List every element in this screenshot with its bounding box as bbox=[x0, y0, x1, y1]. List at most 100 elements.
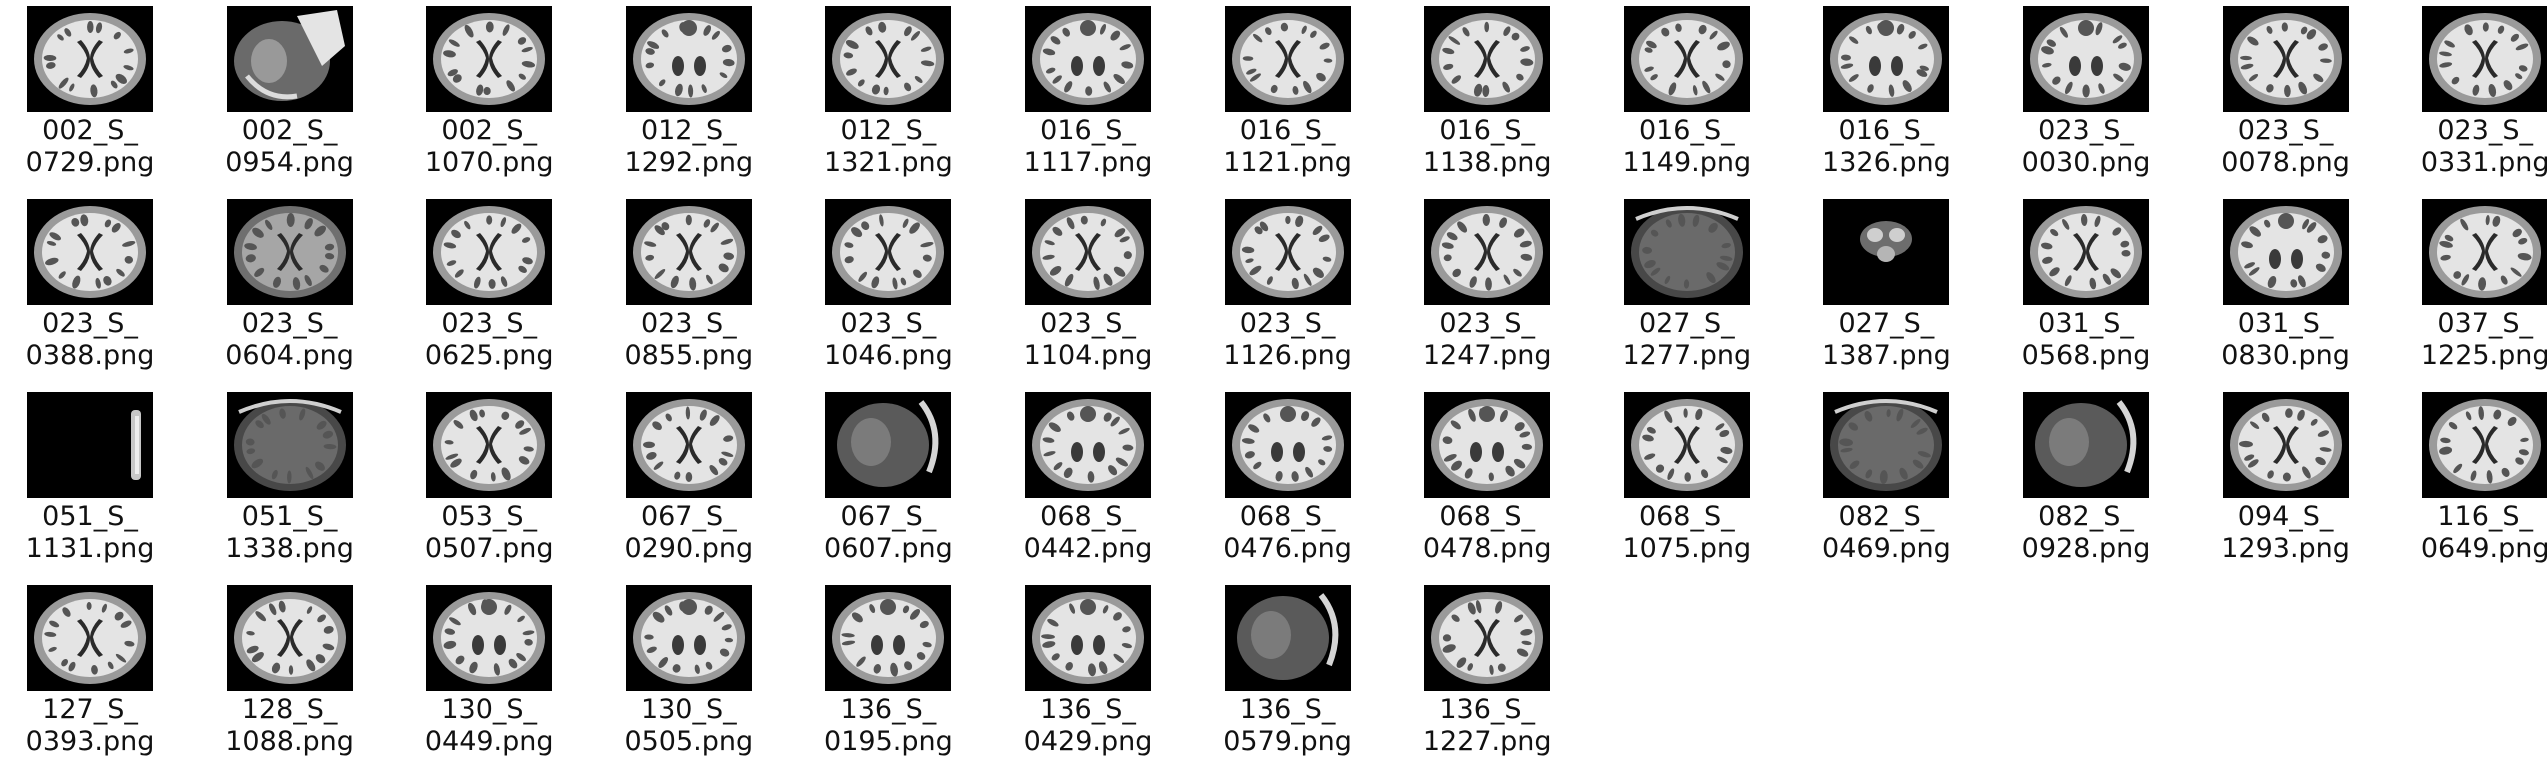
file-item[interactable]: 136_S_ 0579.png bbox=[1208, 579, 1368, 769]
file-name-label: 002_S_ 0729.png bbox=[26, 115, 155, 179]
file-item[interactable]: 053_S_ 0507.png bbox=[409, 386, 569, 576]
file-item[interactable]: 023_S_ 0604.png bbox=[210, 193, 370, 383]
file-name-line-2: 1117.png bbox=[1023, 147, 1153, 178]
file-item[interactable]: 067_S_ 0290.png bbox=[609, 386, 769, 576]
file-item[interactable]: 023_S_ 0078.png bbox=[2206, 0, 2366, 190]
file-item[interactable]: 067_S_ 0607.png bbox=[808, 386, 968, 576]
file-item[interactable]: 012_S_ 1292.png bbox=[609, 0, 769, 190]
file-name-line-2: 1104.png bbox=[1023, 340, 1153, 371]
file-item[interactable]: 023_S_ 1104.png bbox=[1008, 193, 1168, 383]
file-item[interactable]: 094_S_ 1293.png bbox=[2206, 386, 2366, 576]
file-thumbnail bbox=[1224, 392, 1351, 498]
brain-slice-image bbox=[1823, 199, 1950, 305]
file-item[interactable]: 023_S_ 1046.png bbox=[808, 193, 968, 383]
brain-slice-image bbox=[1424, 585, 1551, 691]
file-item[interactable]: 023_S_ 0388.png bbox=[10, 193, 170, 383]
file-name-line-1: 023_S_ bbox=[840, 308, 937, 339]
file-thumbnail bbox=[1025, 199, 1151, 305]
file-name-line-2: 1131.png bbox=[25, 533, 155, 564]
file-item[interactable]: 016_S_ 1121.png bbox=[1208, 0, 1368, 190]
file-item[interactable]: 027_S_ 1387.png bbox=[1806, 193, 1966, 383]
file-item[interactable]: 136_S_ 0195.png bbox=[808, 579, 968, 769]
brain-slice-image bbox=[1823, 392, 1950, 498]
file-thumbnail bbox=[426, 585, 553, 691]
file-thumbnail bbox=[1823, 392, 1950, 498]
file-item[interactable]: 023_S_ 0030.png bbox=[2006, 0, 2166, 190]
file-name-line-1: 002_S_ bbox=[42, 115, 138, 146]
file-name-line-2: 0469.png bbox=[1822, 533, 1951, 564]
file-item[interactable]: 031_S_ 0830.png bbox=[2206, 193, 2366, 383]
file-name-line-1: 094_S_ bbox=[2237, 501, 2334, 532]
file-item[interactable]: 016_S_ 1138.png bbox=[1407, 0, 1567, 190]
file-item[interactable]: 051_S_ 1131.png bbox=[10, 386, 170, 576]
file-item[interactable]: 016_S_ 1149.png bbox=[1607, 0, 1767, 190]
file-name-label: 023_S_ 1247.png bbox=[1423, 308, 1552, 372]
file-name-line-1: 067_S_ bbox=[640, 501, 737, 532]
file-item[interactable]: 023_S_ 1247.png bbox=[1407, 193, 1567, 383]
brain-slice-image bbox=[27, 392, 153, 498]
brain-slice-image bbox=[226, 6, 353, 112]
file-item[interactable]: 023_S_ 1126.png bbox=[1208, 193, 1368, 383]
file-item[interactable]: 136_S_ 0429.png bbox=[1008, 579, 1168, 769]
file-name-line-2: 1070.png bbox=[424, 147, 554, 178]
file-name-line-2: 1321.png bbox=[824, 147, 953, 178]
file-thumbnail bbox=[1224, 199, 1351, 305]
file-item[interactable]: 002_S_ 0954.png bbox=[210, 0, 370, 190]
file-item[interactable]: 082_S_ 0928.png bbox=[2006, 386, 2166, 576]
file-item[interactable]: 068_S_ 1075.png bbox=[1607, 386, 1767, 576]
file-item[interactable]: 023_S_ 0331.png bbox=[2405, 0, 2547, 190]
file-name-line-2: 0507.png bbox=[424, 533, 554, 564]
brain-slice-image bbox=[2222, 199, 2349, 305]
file-name-label: 023_S_ 0331.png bbox=[2421, 115, 2547, 179]
file-name-line-2: 0729.png bbox=[25, 147, 155, 178]
file-name-line-1: 053_S_ bbox=[441, 501, 538, 532]
file-thumbnail bbox=[2222, 199, 2349, 305]
file-name-line-2: 0449.png bbox=[424, 726, 554, 757]
file-thumbnail bbox=[2422, 199, 2547, 305]
file-item[interactable]: 130_S_ 0449.png bbox=[409, 579, 569, 769]
file-item[interactable]: 031_S_ 0568.png bbox=[2006, 193, 2166, 383]
file-thumbnail bbox=[27, 6, 153, 112]
file-name-line-2: 0030.png bbox=[2021, 147, 2151, 178]
file-thumbnail bbox=[27, 392, 153, 498]
file-name-line-1: 068_S_ bbox=[1439, 501, 1536, 532]
file-item[interactable]: 128_S_ 1088.png bbox=[210, 579, 370, 769]
file-item[interactable]: 082_S_ 0469.png bbox=[1806, 386, 1966, 576]
file-item[interactable]: 116_S_ 0649.png bbox=[2405, 386, 2547, 576]
file-name-line-1: 136_S_ bbox=[1040, 694, 1136, 725]
file-thumbnail bbox=[27, 199, 153, 305]
file-name-line-1: 002_S_ bbox=[441, 115, 538, 146]
file-thumbnail bbox=[1224, 6, 1351, 112]
file-name-label: 016_S_ 1117.png bbox=[1024, 115, 1153, 179]
file-item[interactable]: 023_S_ 0625.png bbox=[409, 193, 569, 383]
file-name-line-2: 0604.png bbox=[225, 340, 354, 371]
file-item[interactable]: 016_S_ 1117.png bbox=[1008, 0, 1168, 190]
file-item[interactable]: 068_S_ 0442.png bbox=[1008, 386, 1168, 576]
file-name-line-1: 027_S_ bbox=[1838, 308, 1935, 339]
file-thumbnail bbox=[1823, 6, 1950, 112]
brain-slice-image bbox=[625, 585, 752, 691]
file-name-line-2: 0478.png bbox=[1422, 533, 1552, 564]
file-item[interactable]: 012_S_ 1321.png bbox=[808, 0, 968, 190]
file-item[interactable]: 002_S_ 0729.png bbox=[10, 0, 170, 190]
file-thumbnail bbox=[625, 199, 752, 305]
file-item[interactable]: 136_S_ 1227.png bbox=[1407, 579, 1567, 769]
file-item[interactable]: 037_S_ 1225.png bbox=[2405, 193, 2547, 383]
brain-slice-image bbox=[1424, 199, 1551, 305]
file-item[interactable]: 127_S_ 0393.png bbox=[10, 579, 170, 769]
file-item[interactable]: 023_S_ 0855.png bbox=[609, 193, 769, 383]
file-item[interactable]: 068_S_ 0476.png bbox=[1208, 386, 1368, 576]
file-name-line-2: 0442.png bbox=[1023, 533, 1153, 564]
file-item[interactable]: 027_S_ 1277.png bbox=[1607, 193, 1767, 383]
file-item[interactable]: 051_S_ 1338.png bbox=[210, 386, 370, 576]
brain-slice-image bbox=[825, 392, 952, 498]
file-name-line-1: 023_S_ bbox=[1040, 308, 1136, 339]
file-name-label: 002_S_ 1070.png bbox=[425, 115, 554, 179]
file-item[interactable]: 068_S_ 0478.png bbox=[1407, 386, 1567, 576]
file-item[interactable]: 130_S_ 0505.png bbox=[609, 579, 769, 769]
file-item[interactable]: 002_S_ 1070.png bbox=[409, 0, 569, 190]
file-item[interactable]: 016_S_ 1326.png bbox=[1806, 0, 1966, 190]
file-name-line-1: 068_S_ bbox=[1638, 501, 1735, 532]
file-name-line-2: 1075.png bbox=[1622, 533, 1752, 564]
file-name-line-1: 023_S_ bbox=[2437, 115, 2534, 146]
